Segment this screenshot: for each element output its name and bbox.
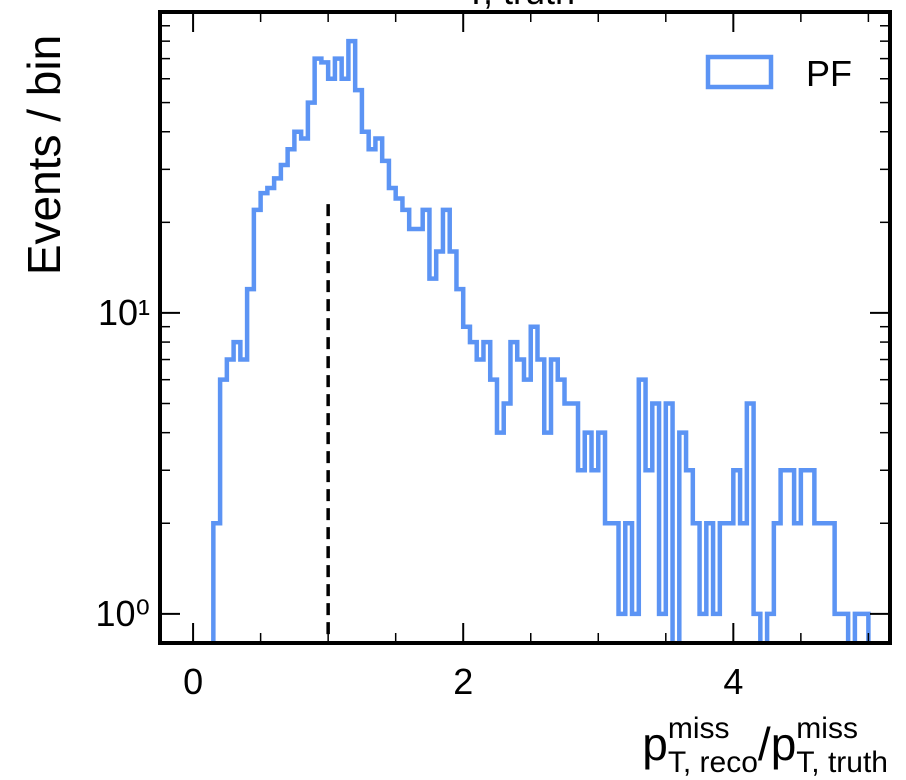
histogram-outline bbox=[211, 38, 871, 643]
y-tick-label: 10¹ bbox=[98, 292, 150, 333]
x-tick-label: 0 bbox=[183, 661, 203, 702]
chart-title: T, truth bbox=[465, 0, 575, 12]
x-axis-label-part: p bbox=[642, 718, 668, 770]
x-axis-label-part: T, reco bbox=[668, 746, 758, 779]
x-axis-label-part: /p bbox=[758, 718, 796, 770]
legend-swatch bbox=[705, 54, 774, 90]
x-axis-label-part: T, truth bbox=[796, 746, 888, 779]
axes-frame bbox=[158, 10, 892, 645]
legend-label: PF bbox=[806, 53, 852, 94]
y-axis-label: Events / bin bbox=[18, 35, 70, 275]
x-axis-label-part: miss bbox=[796, 712, 858, 745]
x-axis-label-part: miss bbox=[668, 712, 730, 745]
y-tick-label: 10⁰ bbox=[96, 593, 150, 634]
x-tick-label: 4 bbox=[723, 661, 743, 702]
plot-area bbox=[211, 38, 871, 643]
x-axis-label: pmiss T, reco/pmiss T, truth bbox=[642, 712, 888, 779]
x-tick-label: 2 bbox=[453, 661, 473, 702]
